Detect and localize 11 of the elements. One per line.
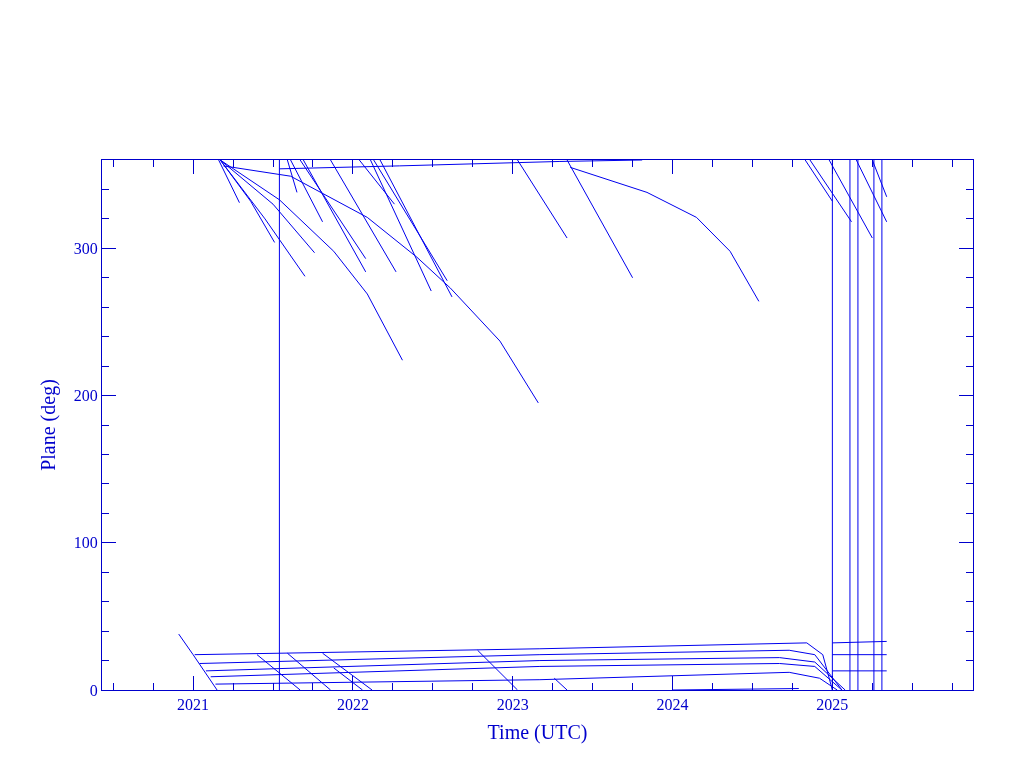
x-axis-title: Time (UTC) (487, 720, 588, 744)
y-tick-label: 300 (73, 239, 98, 257)
x-tick-label: 2024 (656, 696, 689, 714)
y-tick-label: 200 (73, 387, 98, 405)
x-tick-label: 2022 (336, 696, 369, 714)
y-axis-title: Plane (deg) (37, 379, 61, 471)
x-tick-label: 2023 (496, 696, 529, 714)
y-tick-label: 0 (89, 681, 98, 699)
x-tick-label: 2025 (816, 696, 849, 714)
x-tick-label: 2021 (177, 696, 210, 714)
y-tick-label: 100 (73, 534, 98, 552)
